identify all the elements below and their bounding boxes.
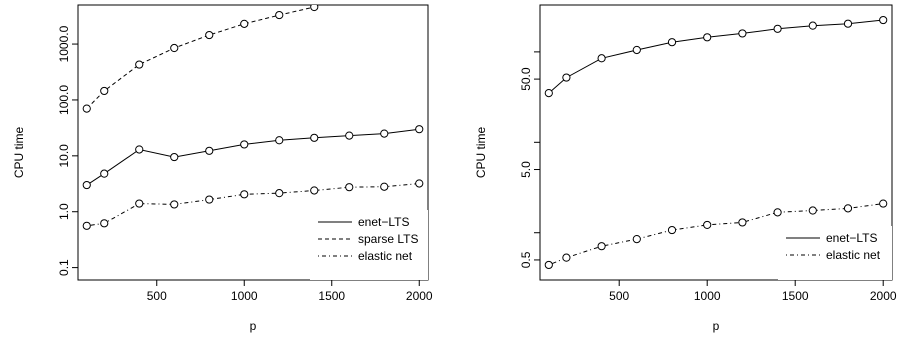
- data-point: [205, 195, 214, 204]
- data-point: [808, 21, 817, 30]
- plot-area: [544, 15, 888, 270]
- data-point: [82, 180, 91, 190]
- data-point: [703, 33, 712, 42]
- y-tick-label: 10.0: [57, 144, 71, 168]
- series-line: [86, 183, 420, 227]
- x-axis-title: p: [250, 319, 257, 333]
- x-tick-label: 1000: [694, 289, 721, 303]
- data-point: [773, 208, 782, 217]
- legend-label: sparse LTS: [358, 232, 418, 246]
- left-chart-panel: 500 1000 1500 2000 0.1 1.0 10.0 100.0 1000.0 p CPU…: [12, 4, 433, 333]
- legend-label: elastic net: [826, 248, 881, 262]
- data-point: [773, 24, 782, 33]
- y-tick-label: 5.0: [519, 161, 533, 178]
- data-point: [240, 190, 249, 199]
- data-point: [808, 206, 817, 215]
- data-point: [100, 86, 109, 96]
- data-point: [667, 38, 677, 47]
- data-point: [843, 19, 853, 28]
- x-axis-title: p: [713, 319, 720, 333]
- data-point: [170, 200, 179, 209]
- data-point: [205, 30, 214, 40]
- legend-label: enet−LTS: [826, 231, 877, 245]
- x-tick-label: 500: [609, 289, 629, 303]
- x-tick-label: 2000: [406, 289, 433, 303]
- data-point: [738, 29, 747, 38]
- data-point: [632, 235, 641, 244]
- y-tick-label: 0.1: [57, 259, 71, 276]
- data-point: [275, 189, 284, 198]
- data-point: [82, 104, 91, 113]
- data-point: [100, 219, 109, 228]
- data-point: [135, 199, 144, 208]
- data-point: [275, 136, 284, 145]
- data-point: [879, 15, 888, 25]
- data-point: [544, 260, 553, 270]
- data-point: [135, 60, 144, 69]
- data-point: [703, 220, 712, 230]
- data-point: [738, 218, 747, 227]
- data-point: [170, 43, 179, 53]
- y-axis-title: CPU time: [474, 127, 488, 179]
- data-point: [205, 146, 214, 155]
- data-point: [275, 10, 284, 20]
- legend: enet−LTS elastic net: [778, 226, 892, 280]
- data-point: [415, 179, 424, 188]
- data-point: [843, 204, 853, 213]
- y-tick-label: 0.5: [519, 251, 533, 268]
- data-point: [380, 129, 389, 138]
- legend: enet−LTS sparse LTS elastic net: [310, 210, 428, 280]
- series-line: [86, 6, 315, 109]
- y-tick-label: 100.0: [57, 85, 71, 115]
- series-line: [86, 128, 420, 186]
- right-chart-panel: 500 1000 1500 2000 0.5 5.0 50.0 p CPU time enet−L…: [474, 4, 897, 333]
- data-point: [310, 186, 319, 195]
- x-tick-label: 2000: [870, 289, 897, 303]
- series-line: [548, 203, 884, 266]
- data-point: [345, 131, 354, 140]
- data-point: [415, 125, 424, 134]
- y-tick-label: 1.0: [57, 203, 71, 220]
- data-point: [170, 152, 179, 162]
- y-axis-title: CPU time: [12, 127, 26, 179]
- data-point: [135, 145, 144, 154]
- data-point: [310, 133, 319, 142]
- data-point: [597, 54, 606, 63]
- data-point: [240, 19, 249, 28]
- x-tick-label: 1500: [782, 289, 809, 303]
- legend-label: enet−LTS: [358, 215, 409, 229]
- data-point: [597, 242, 606, 251]
- data-point: [345, 183, 354, 192]
- x-tick-label: 500: [147, 289, 167, 303]
- legend-label: elastic net: [358, 249, 413, 263]
- x-tick-label: 1500: [318, 289, 345, 303]
- plot-area: [82, 5, 424, 230]
- y-tick-label: 50.0: [519, 67, 533, 91]
- legend-box: [778, 226, 892, 280]
- data-point: [667, 225, 677, 235]
- plot-frame: [77, 4, 429, 281]
- data-point: [240, 140, 249, 149]
- data-point: [562, 73, 571, 82]
- data-point: [562, 253, 571, 262]
- y-tick-label: 1000.0: [57, 25, 71, 62]
- data-point: [100, 169, 109, 178]
- data-point: [380, 182, 389, 191]
- data-point: [879, 199, 888, 208]
- data-point: [310, 5, 319, 12]
- x-tick-label: 1000: [231, 289, 258, 303]
- data-point: [544, 89, 553, 98]
- data-point: [82, 221, 91, 230]
- data-point: [632, 45, 641, 55]
